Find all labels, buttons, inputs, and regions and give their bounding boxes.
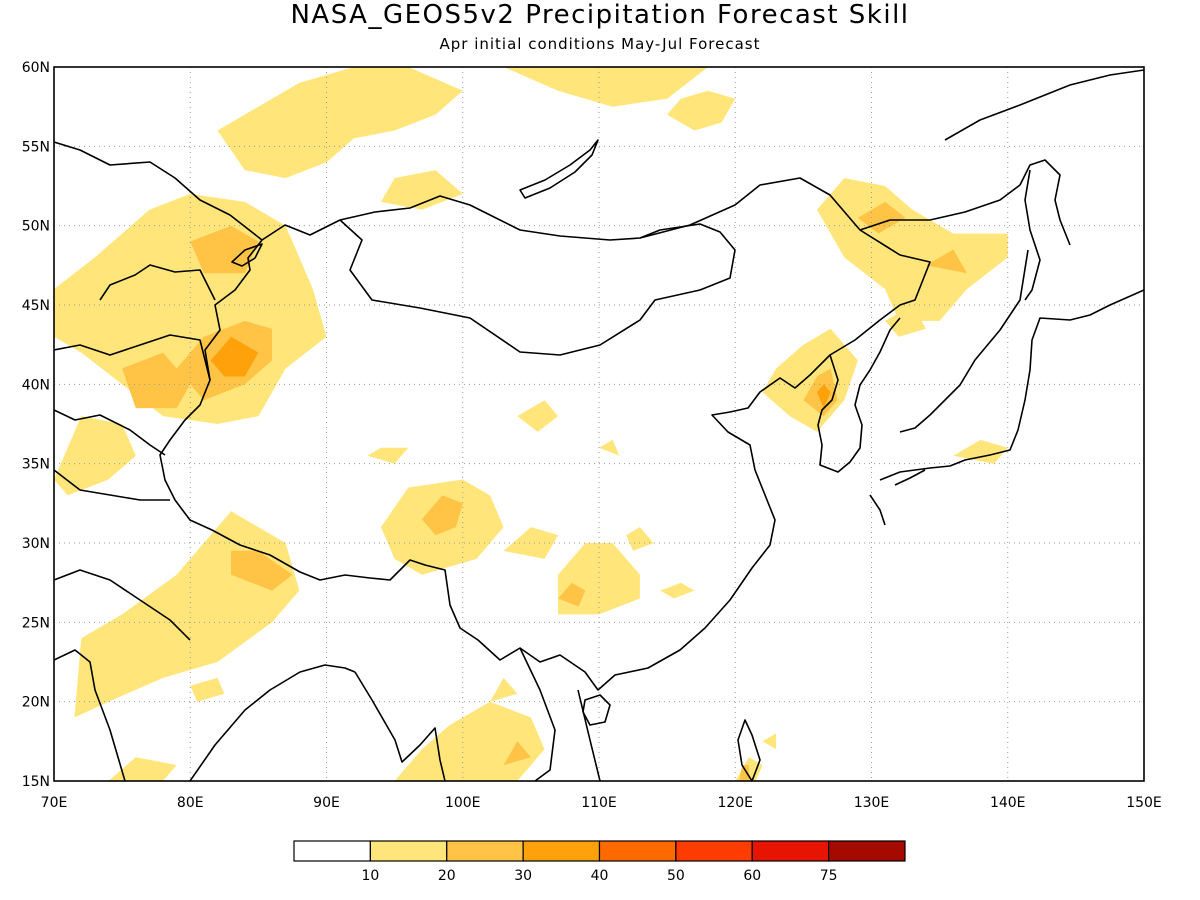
- map-subtitle: Apr initial conditions May-Jul Forecast: [439, 35, 761, 53]
- skill-region-38: [762, 733, 777, 750]
- skill-region-5: [54, 305, 68, 337]
- colorbar-label: 60: [743, 868, 761, 884]
- colorbar: 10 20 30 40 50 60 75: [293, 840, 906, 884]
- x-tick-label: 150E: [1126, 795, 1162, 811]
- skill-region-8: [231, 550, 293, 591]
- skill-region-0: [54, 193, 327, 424]
- y-tick-label: 45N: [22, 298, 50, 314]
- korea-coast: [817, 317, 901, 473]
- japan-coast: [869, 289, 1144, 526]
- colorbar-swatch: [751, 840, 830, 862]
- y-tick-label: 20N: [22, 695, 50, 711]
- map-gridlines: [54, 67, 1144, 781]
- skill-region-37: [739, 765, 749, 781]
- skill-region-30: [817, 384, 831, 409]
- y-tick-label: 55N: [22, 139, 50, 155]
- lake-baikal: [519, 139, 599, 199]
- y-tick-label: 40N: [22, 377, 50, 393]
- colorbar-label: 20: [438, 868, 456, 884]
- skill-region-26: [503, 741, 531, 766]
- skill-region-28: [762, 328, 858, 432]
- skill-region-33: [926, 249, 967, 274]
- colorbar-label: 50: [667, 868, 685, 884]
- colorbar-label: 75: [820, 868, 838, 884]
- skill-region-12: [503, 67, 708, 107]
- y-tick-label: 60N: [22, 60, 50, 76]
- y-tick-label: 30N: [22, 536, 50, 552]
- colorbar-swatch: [293, 840, 371, 862]
- x-tick-label: 110E: [581, 795, 617, 811]
- sakhalin-coast: [1024, 169, 1041, 301]
- skill-region-11: [217, 67, 463, 179]
- coastline-boundaries: [54, 69, 1144, 781]
- mongolia-border: [339, 219, 736, 356]
- skill-region-27: [490, 677, 518, 702]
- skill-region-21: [626, 527, 654, 551]
- skill-region-14: [381, 170, 463, 210]
- skill-region-17: [421, 495, 463, 536]
- skill-region-7: [74, 511, 300, 718]
- skill-shading-layer: [54, 67, 1008, 781]
- skill-region-13: [667, 90, 736, 131]
- skill-region-20: [558, 582, 586, 607]
- x-tick-label: 100E: [445, 795, 481, 811]
- skill-region-19: [558, 543, 640, 615]
- skill-region-10: [190, 677, 225, 702]
- skill-region-23: [517, 400, 559, 432]
- skill-region-31: [817, 178, 1008, 321]
- x-tick-label: 90E: [313, 795, 340, 811]
- colorbar-swatch: [522, 840, 601, 862]
- colorbar-label: 30: [514, 868, 532, 884]
- taiwan-coast: [737, 719, 761, 781]
- skill-region-6: [54, 416, 136, 496]
- lake-balkhash: [231, 243, 263, 267]
- colorbar-swatch: [828, 840, 906, 862]
- colorbar-label: 10: [361, 868, 379, 884]
- x-tick-label: 70E: [41, 795, 68, 811]
- x-tick-label: 120E: [717, 795, 753, 811]
- x-tick-label: 80E: [177, 795, 204, 811]
- skill-region-15: [367, 447, 409, 464]
- y-tick-label: 15N: [22, 774, 50, 790]
- china-border: [159, 177, 931, 691]
- colorbar-label: 40: [591, 868, 609, 884]
- colorbar-swatch: [369, 840, 448, 862]
- central-asia-border: [54, 141, 263, 501]
- skill-region-2: [122, 352, 191, 409]
- hainan-coast: [582, 694, 611, 726]
- y-tick-label: 35N: [22, 457, 50, 473]
- map-title: NASA_GEOS5v2 Precipitation Forecast Skil…: [290, 0, 910, 30]
- south-asia-coast: [54, 569, 601, 781]
- colorbar-swatch: [598, 840, 677, 862]
- colorbar-swatch: [446, 840, 524, 862]
- skill-region-34: [885, 305, 926, 337]
- map-frame: [53, 66, 1145, 782]
- longitude-tick-labels: 70E 80E 90E 100E 110E 120E 130E 140E 150E: [41, 795, 1162, 811]
- skill-region-22: [660, 582, 695, 599]
- latitude-tick-labels: 60N 55N 50N 45N 40N 35N 30N 25N 20N 15N: [22, 60, 50, 790]
- x-tick-label: 140E: [990, 795, 1026, 811]
- y-tick-label: 50N: [22, 219, 50, 235]
- skill-region-35: [953, 439, 1008, 464]
- x-tick-label: 130E: [854, 795, 890, 811]
- skill-region-3: [190, 225, 259, 274]
- y-tick-label: 25N: [22, 615, 50, 631]
- skill-region-4: [210, 336, 259, 377]
- colorbar-swatch: [675, 840, 753, 862]
- skill-region-18: [503, 527, 559, 559]
- russia-far-east-coast: [859, 69, 1144, 433]
- skill-region-24: [599, 439, 620, 456]
- skill-region-9: [108, 757, 177, 781]
- skill-region-25: [394, 701, 545, 781]
